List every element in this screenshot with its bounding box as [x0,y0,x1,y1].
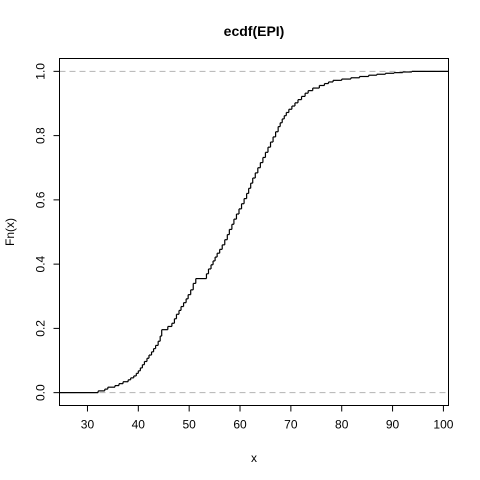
y-tick-label-0.6: 0.6 [34,191,48,208]
y-tick-label-0: 0.0 [34,384,48,401]
y-tick-label-0.2: 0.2 [34,320,48,337]
x-tick-label-90: 90 [386,418,400,432]
y-axis-label: Fn(x) [3,218,17,246]
reference-lines [59,70,449,394]
x-tick-label-70: 70 [284,418,298,432]
x-tick-label-50: 50 [182,418,196,432]
chart-title: ecdf(EPI) [224,23,285,39]
plot-frame [59,58,449,406]
x-tick-label-60: 60 [233,418,247,432]
y-axis: 0.0 0.2 0.4 0.6 0.8 1.0 [34,63,60,401]
y-tick-label-0.8: 0.8 [34,127,48,144]
x-axis-label: x [251,451,257,465]
x-axis: 30 40 50 60 70 80 90 100 [81,405,454,432]
x-tick-label-80: 80 [335,418,349,432]
x-tick-label-40: 40 [132,418,146,432]
ecdf-steps [59,70,449,394]
x-tick-label-30: 30 [81,418,95,432]
y-tick-label-0.4: 0.4 [34,255,48,272]
x-tick-label-100: 100 [433,418,453,432]
y-tick-label-1: 1.0 [34,63,48,80]
